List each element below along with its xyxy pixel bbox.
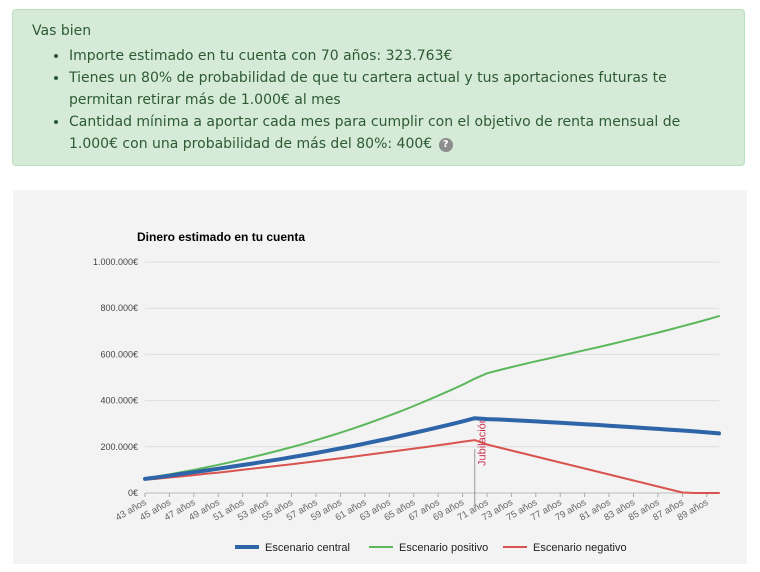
chart-lines [143,315,721,494]
y-tick-label: 1.000.000€ [93,257,138,267]
y-tick-label: 200.000€ [100,442,138,452]
chart-grid [145,261,719,494]
question-circle-icon[interactable]: ? [438,138,453,152]
series-line [144,439,720,494]
y-tick-label: 0€ [128,488,138,498]
y-axis-labels: 0€ 200.000€ 400.000€ 600.000€ 800.000€ 1.000.… [93,257,138,498]
legend-label: Escenario negativo [533,542,627,554]
y-tick-label: 600.000€ [100,349,138,359]
series-line [143,416,721,481]
retirement-label: Jubilación [477,417,489,466]
series-line [144,315,720,480]
summary-item: Importe estimado en tu cuenta con 70 año… [69,45,709,67]
money-chart: Dinero estimado en tu cuenta 0€ 200.000€ 4… [93,230,721,554]
summary-item: Tienes un 80% de probabilidad de que tu … [69,67,709,111]
summary-title: Vas bien [32,23,92,39]
chart-panel: Dinero estimado en tu cuenta 0€ 200.000€ 4… [13,190,747,564]
y-tick-label: 400.000€ [100,396,138,406]
legend-label: Escenario positivo [399,542,488,554]
retirement-annotation: Jubilación [474,417,489,504]
summary-alert: Vas bien Importe estimado en tu cuenta c… [12,9,745,166]
summary-list: Importe estimado en tu cuenta con 70 año… [33,45,709,155]
chart-title: Dinero estimado en tu cuenta [137,230,305,244]
summary-item: Cantidad mínima a aportar cada mes para … [69,111,709,155]
chart-legend[interactable]: Escenario central Escenario positivo Escen… [235,542,627,554]
y-tick-label: 800.000€ [100,303,138,313]
legend-label: Escenario central [265,542,350,554]
